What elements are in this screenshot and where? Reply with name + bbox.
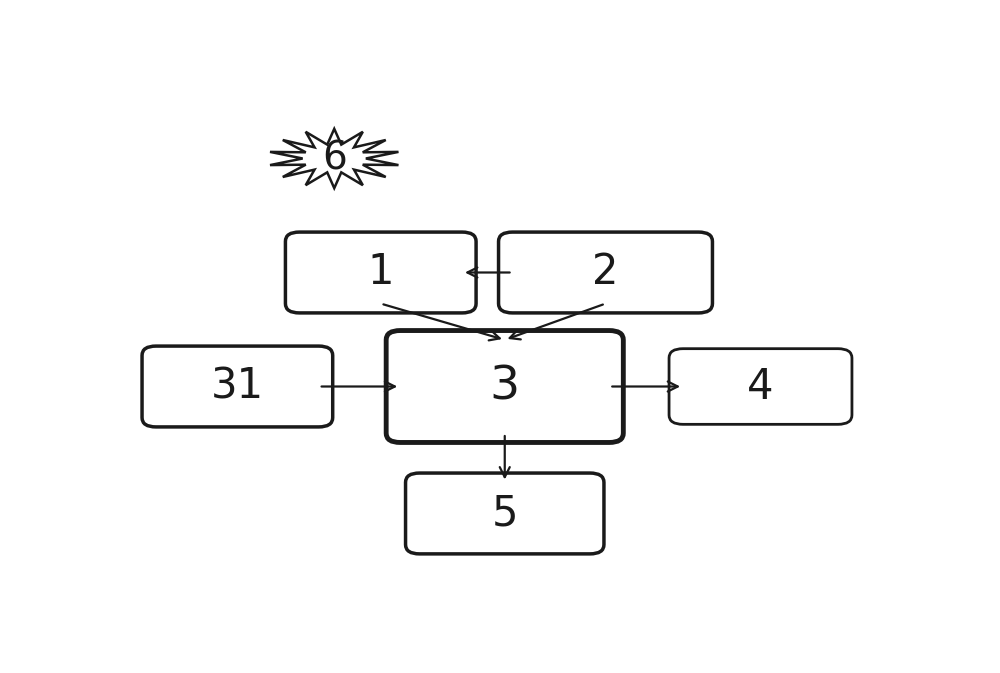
FancyBboxPatch shape — [142, 346, 333, 427]
FancyBboxPatch shape — [285, 232, 476, 313]
FancyBboxPatch shape — [386, 330, 623, 442]
FancyBboxPatch shape — [669, 349, 852, 425]
FancyBboxPatch shape — [406, 473, 604, 554]
Text: 1: 1 — [368, 252, 394, 293]
Text: 5: 5 — [492, 493, 518, 534]
Polygon shape — [270, 129, 398, 188]
Text: 4: 4 — [747, 365, 774, 408]
Text: 2: 2 — [592, 252, 619, 293]
Text: 3: 3 — [490, 364, 520, 409]
FancyBboxPatch shape — [499, 232, 712, 313]
Text: 31: 31 — [211, 365, 264, 408]
Text: 6: 6 — [322, 139, 347, 178]
